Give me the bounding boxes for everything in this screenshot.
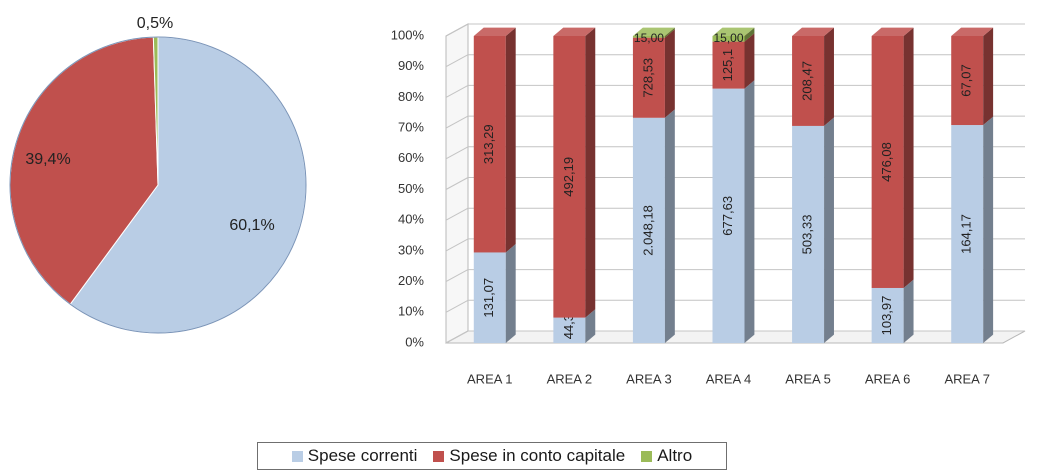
legend-swatch-altro bbox=[641, 450, 653, 462]
bar-4-segment-1-front bbox=[712, 41, 745, 89]
grid-diag-8 bbox=[445, 84, 469, 98]
bar-6-label-1: 476,08 bbox=[879, 142, 894, 182]
chart-legend: Spese correnti Spese in conto capitale A… bbox=[257, 442, 727, 470]
x-tick-label-5: AREA 5 bbox=[785, 371, 831, 386]
bar-4-label-1: 125,1 bbox=[720, 49, 735, 82]
y-tick-label-1: 10% bbox=[398, 304, 424, 319]
y-tick-label-4: 40% bbox=[398, 212, 424, 227]
bar-1-segment-1-side bbox=[505, 27, 516, 253]
legend-label-altro: Altro bbox=[657, 446, 693, 465]
y-tick-label-5: 50% bbox=[398, 181, 424, 196]
bar-1-segment-0-front bbox=[473, 252, 506, 343]
y-tick-label-9: 90% bbox=[398, 58, 424, 73]
legend-label-spese-capitale: Spese in conto capitale bbox=[449, 446, 626, 465]
bar-5-segment-0-side bbox=[824, 117, 834, 343]
bar-7-label-0: 164,17 bbox=[959, 214, 974, 254]
legend-item-altro: Altro bbox=[641, 446, 692, 466]
x-tick-label-1: AREA 1 bbox=[467, 371, 513, 386]
bar-5-segment-0-front bbox=[792, 125, 825, 344]
bar-3-segment-1-front bbox=[632, 37, 665, 118]
y-tick-label-2: 20% bbox=[398, 273, 424, 288]
bar-1-segment-0-side bbox=[505, 244, 516, 343]
bar-3-segment-2-top bbox=[632, 27, 675, 36]
bar-6-segment-1-front bbox=[871, 36, 904, 288]
bar-2-label-1: 492,19 bbox=[561, 157, 576, 197]
grid-diag-4 bbox=[445, 207, 469, 221]
pie-label-2: 0,5% bbox=[137, 15, 173, 32]
bar-7-segment-1-side bbox=[983, 27, 994, 126]
bar-6-segment-1-top bbox=[871, 27, 914, 36]
grid-diag-0 bbox=[445, 330, 469, 344]
bar-4-label-0: 677,63 bbox=[720, 196, 735, 236]
grid-diag-10 bbox=[445, 23, 469, 37]
bar-3-segment-0-front bbox=[632, 117, 665, 344]
y-tick-label-8: 80% bbox=[398, 89, 424, 104]
bar-3-segment-2-front bbox=[632, 36, 665, 38]
bar-1-segment-1-top bbox=[473, 27, 516, 36]
y-tick-label-6: 60% bbox=[398, 150, 424, 165]
bar-4-segment-2-front bbox=[712, 36, 745, 42]
bar-1-label-1: 313,29 bbox=[481, 124, 496, 164]
grid-diag-6 bbox=[445, 146, 469, 160]
bar-1-segment-1-front bbox=[473, 36, 506, 253]
legend-label-spese-correnti: Spese correnti bbox=[307, 446, 418, 465]
bar-3-segment-0-side bbox=[664, 109, 675, 343]
bar-6-label-0: 103,97 bbox=[879, 296, 894, 336]
y-tick-label-10: 100% bbox=[391, 27, 425, 42]
grid-diag-5 bbox=[445, 177, 469, 190]
pie-label-0: 60,1% bbox=[229, 217, 274, 234]
x-tick-label-2: AREA 2 bbox=[547, 371, 593, 386]
bar-2-segment-0-front bbox=[553, 317, 586, 343]
bar-4-segment-1-side bbox=[744, 33, 755, 89]
bar-4-segment-0-side bbox=[744, 80, 755, 343]
bar-5-label-1: 208,47 bbox=[800, 61, 815, 101]
bar-7-segment-1-front bbox=[951, 36, 984, 126]
bar-2-segment-1-side bbox=[585, 27, 596, 318]
grid-diag-1 bbox=[445, 299, 469, 313]
bar-5-segment-1-front bbox=[792, 36, 825, 126]
bar-6-segment-0-front bbox=[871, 287, 904, 343]
legend-item-spese-capitale: Spese in conto capitale bbox=[433, 446, 625, 466]
bar-5-segment-1-side bbox=[824, 27, 834, 126]
bar-4-segment-2-side bbox=[744, 27, 755, 42]
bar-3-segment-2-side bbox=[664, 27, 675, 38]
grid-diag-9 bbox=[445, 54, 469, 68]
bar-3-segment-1-side bbox=[664, 29, 675, 118]
y-tick-label-7: 70% bbox=[398, 120, 424, 135]
legend-swatch-spese-capitale bbox=[433, 450, 445, 462]
x-tick-label-7: AREA 7 bbox=[944, 371, 990, 386]
grid-diag-2 bbox=[445, 269, 469, 283]
bar-5-segment-1-top bbox=[792, 27, 834, 36]
bar-2-segment-1-top bbox=[553, 27, 596, 36]
bar-4-segment-0-front bbox=[712, 88, 745, 343]
y-tick-label-0: 0% bbox=[405, 334, 424, 349]
pie-label-1: 39,4% bbox=[25, 151, 70, 168]
grid-diag-3 bbox=[445, 238, 469, 252]
bar-2-segment-0-side bbox=[585, 309, 596, 343]
bar-7-segment-1-top bbox=[951, 27, 994, 36]
bar-6-segment-0-side bbox=[903, 279, 914, 343]
bar-4-label-2: 15,00 bbox=[713, 31, 743, 45]
bar-7-label-1: 67,07 bbox=[959, 64, 974, 97]
pie-outline bbox=[9, 36, 307, 334]
grid-diag-7 bbox=[445, 115, 469, 129]
bar-3-label-1: 728,53 bbox=[640, 58, 655, 98]
x-tick-label-3: AREA 3 bbox=[626, 371, 672, 386]
bar-7-segment-0-side bbox=[983, 116, 994, 344]
bar-1-label-0: 131,07 bbox=[481, 278, 496, 318]
y-tick-label-3: 30% bbox=[398, 242, 424, 257]
bar-5-label-0: 503,33 bbox=[800, 215, 815, 255]
bar-2-segment-1-front bbox=[553, 36, 586, 318]
legend-item-spese-correnti: Spese correnti bbox=[291, 446, 418, 466]
x-tick-label-6: AREA 6 bbox=[865, 371, 911, 386]
bar-3-label-2: 15,00 bbox=[634, 31, 664, 45]
x-tick-label-4: AREA 4 bbox=[706, 371, 752, 386]
legend-swatch-spese-correnti bbox=[291, 450, 303, 462]
bar-4-segment-2-top bbox=[712, 27, 755, 36]
bar-6-segment-1-side bbox=[903, 27, 914, 288]
bar-7-segment-0-front bbox=[951, 125, 984, 343]
bar-3-label-0: 2.048,18 bbox=[640, 205, 655, 256]
